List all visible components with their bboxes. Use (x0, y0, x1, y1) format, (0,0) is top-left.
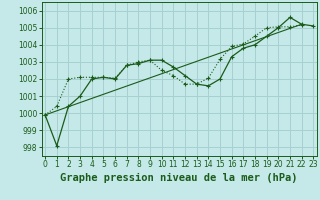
X-axis label: Graphe pression niveau de la mer (hPa): Graphe pression niveau de la mer (hPa) (60, 173, 298, 183)
